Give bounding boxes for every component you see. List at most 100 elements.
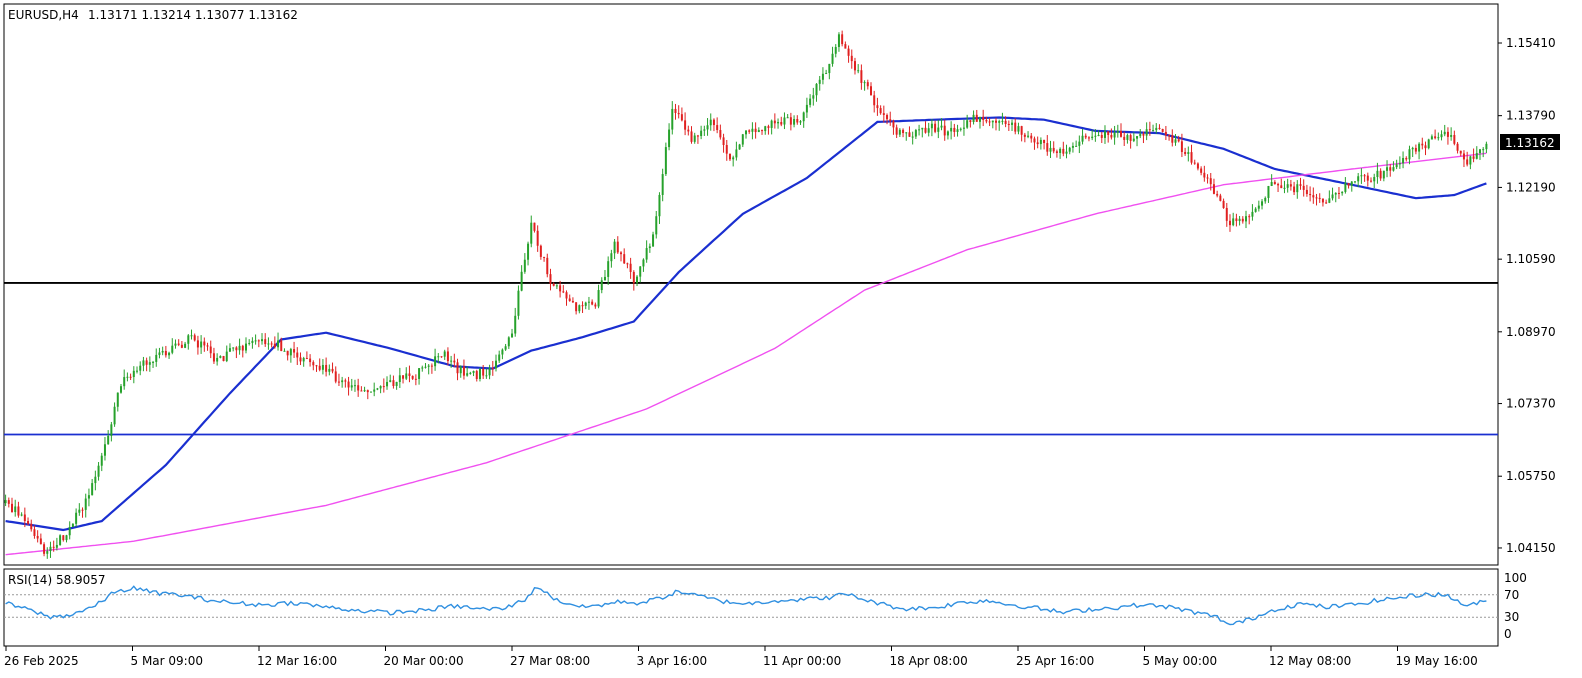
candle: [850, 49, 853, 69]
candle: [1110, 128, 1113, 140]
candle: [36, 530, 39, 543]
price-plot-area[interactable]: [4, 30, 1498, 559]
candle: [142, 356, 145, 372]
candle-body: [1482, 149, 1485, 151]
candle: [1305, 184, 1308, 197]
candle-body: [1456, 143, 1459, 151]
candle: [212, 347, 215, 364]
candle: [325, 357, 328, 377]
candle-body: [709, 119, 712, 126]
candle: [1187, 146, 1190, 162]
candle-body: [636, 276, 639, 283]
candle-body: [376, 388, 379, 390]
candle: [1482, 147, 1485, 158]
candle: [543, 256, 546, 262]
candle-body: [956, 129, 959, 132]
candle-body: [1353, 181, 1356, 183]
candle: [594, 302, 597, 309]
candle-body: [876, 105, 879, 109]
candle-body: [91, 483, 94, 496]
candle-body: [1043, 139, 1046, 144]
candle-body: [549, 274, 552, 284]
candle-body: [962, 127, 965, 129]
candle: [613, 238, 616, 260]
candle-body: [1145, 129, 1148, 136]
candle-body: [1027, 135, 1030, 137]
candle-body: [1228, 220, 1231, 226]
candle-body: [1164, 131, 1167, 136]
candle: [1158, 124, 1161, 130]
candle: [757, 127, 760, 133]
candle-body: [991, 120, 994, 123]
candle-body: [267, 343, 270, 345]
y-tick-label: 1.15410: [1506, 36, 1556, 50]
candle-body: [148, 362, 151, 365]
candle-body: [530, 222, 533, 244]
candle-body: [164, 350, 167, 356]
candle: [1337, 187, 1340, 199]
candle: [805, 97, 808, 118]
candle: [23, 507, 26, 528]
candle-body: [1071, 145, 1074, 148]
candle: [603, 269, 606, 281]
candle: [315, 364, 318, 372]
candle-body: [732, 157, 735, 160]
candle-body: [818, 79, 821, 84]
candle-body: [783, 117, 786, 125]
candle-body: [46, 551, 49, 554]
candle: [1421, 137, 1424, 150]
rsi-plot-area[interactable]: [4, 585, 1498, 626]
candle: [793, 115, 796, 128]
candle-body: [1193, 162, 1196, 164]
candle-body: [1296, 184, 1299, 193]
candle: [299, 352, 302, 366]
candle: [568, 294, 571, 302]
candle: [443, 349, 446, 360]
candle-body: [1475, 153, 1478, 159]
candle-body: [671, 108, 674, 130]
candle-body: [857, 70, 860, 72]
candle: [126, 372, 129, 382]
candle: [17, 501, 20, 518]
candle-body: [937, 127, 940, 132]
candle-body: [1261, 201, 1264, 206]
candle-body: [1450, 135, 1453, 137]
candle: [693, 132, 696, 144]
candle: [254, 334, 257, 345]
candle: [882, 105, 885, 123]
candle-body: [1148, 129, 1151, 131]
candle-body: [796, 119, 799, 123]
candle: [1132, 132, 1135, 143]
candle-body: [693, 135, 696, 142]
candle-body: [71, 523, 74, 528]
candle-body: [209, 346, 212, 354]
candle: [386, 376, 389, 390]
candle: [116, 392, 119, 412]
candle-body: [1286, 184, 1289, 188]
candle-body: [738, 144, 741, 150]
candle: [764, 125, 767, 135]
candle-body: [1402, 157, 1405, 164]
candle: [4, 494, 7, 507]
candle-body: [1331, 194, 1334, 199]
candle: [684, 112, 687, 136]
candle-body: [1225, 207, 1228, 221]
candle-body: [81, 509, 84, 511]
candle: [1193, 159, 1196, 165]
candle: [940, 118, 943, 131]
candle-body: [325, 364, 328, 372]
candle-body: [97, 465, 100, 477]
candle-body: [437, 356, 440, 358]
candle-body: [1123, 136, 1126, 140]
candle-body: [1020, 126, 1023, 135]
candle-body: [946, 131, 949, 136]
candle-body: [1075, 145, 1078, 147]
candle-body: [1366, 175, 1369, 181]
candle-body: [770, 120, 773, 128]
candle: [1418, 142, 1421, 160]
candle: [962, 119, 965, 136]
candle-body: [36, 535, 39, 539]
candle-body: [1158, 127, 1161, 129]
candle-body: [1328, 198, 1331, 203]
